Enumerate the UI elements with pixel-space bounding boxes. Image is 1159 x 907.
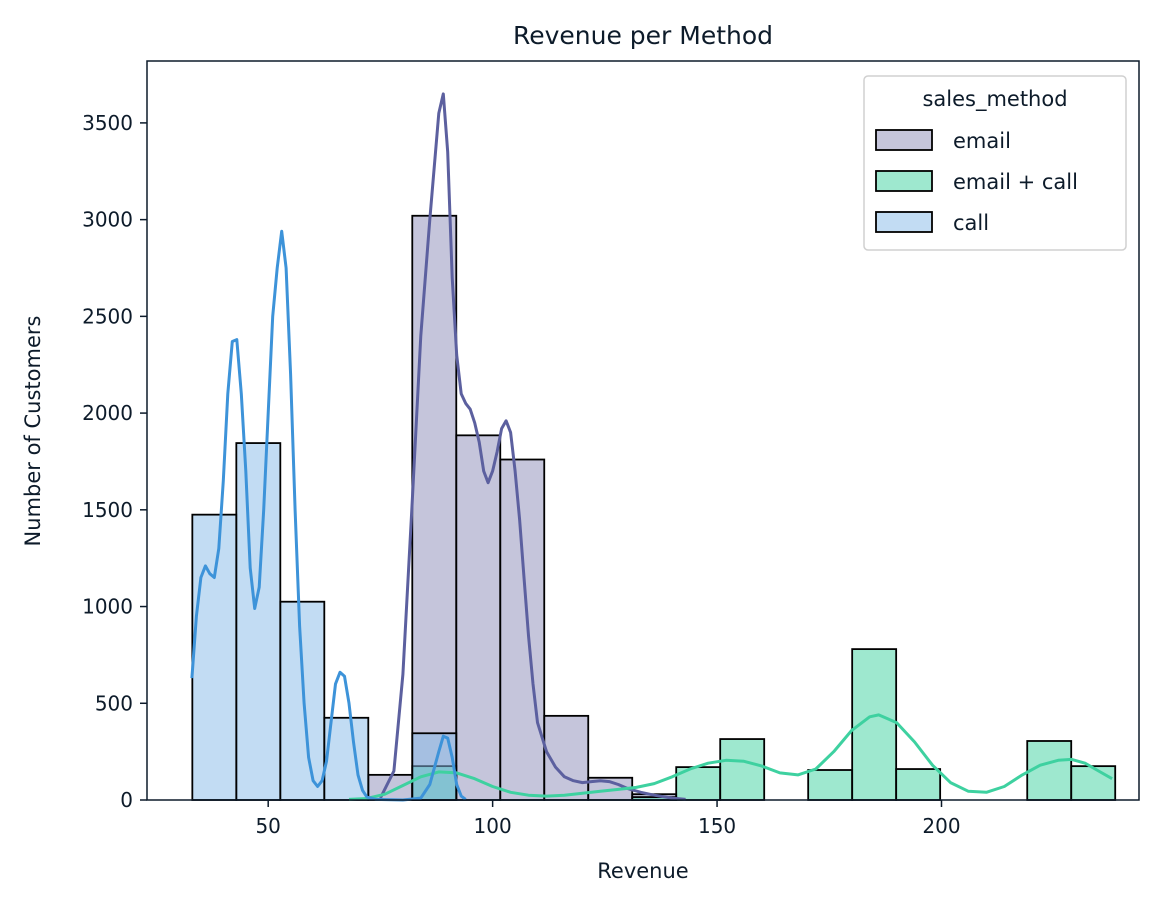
y-tick-label-1500: 1500 <box>82 498 133 522</box>
bar-call-2 <box>279 600 326 801</box>
y-tick-label-3000: 3000 <box>82 208 133 232</box>
bar-email-1 <box>411 214 458 801</box>
legend-label-email-call: email + call <box>953 170 1078 194</box>
bar-email-3 <box>499 458 546 801</box>
kde-line-email <box>379 92 686 801</box>
y-tick-label-500: 500 <box>95 691 133 715</box>
plot-frame <box>146 60 1140 801</box>
legend-swatch-email-call <box>875 170 933 192</box>
y-axis: 0 500 1000 1500 2000 2500 3000 3500 <box>82 111 147 812</box>
legend-swatch-call <box>875 211 933 233</box>
x-axis: 50 100 150 200 <box>255 800 961 838</box>
y-tick-label-3500: 3500 <box>82 111 133 135</box>
x-axis-label: Revenue <box>597 859 688 883</box>
kde-layer <box>190 92 1113 802</box>
x-tick-label-150: 150 <box>698 814 736 838</box>
y-tick-label-0: 0 <box>120 788 133 812</box>
bar-call-1 <box>235 442 282 801</box>
bar-email-call-6 <box>895 768 942 801</box>
y-tick-label-2500: 2500 <box>82 304 133 328</box>
legend-entries: email email + call call <box>875 129 1078 235</box>
bar-email-call-4 <box>807 769 854 801</box>
legend-label-call: call <box>953 211 989 235</box>
x-tick-label-100: 100 <box>474 814 512 838</box>
legend-label-email: email <box>953 129 1011 153</box>
bar-email-call-7 <box>1026 740 1073 801</box>
bar-email-2 <box>455 434 502 801</box>
kde-line-call <box>190 229 467 802</box>
bar-email-call-3 <box>719 738 766 801</box>
kde-line-email-call <box>348 713 1113 801</box>
x-tick-label-200: 200 <box>922 814 960 838</box>
legend-title: sales_method <box>922 87 1067 112</box>
legend: sales_method email email + call call <box>863 75 1127 251</box>
legend-box <box>863 75 1127 251</box>
x-tick-label-50: 50 <box>255 814 280 838</box>
bar-call-0 <box>191 513 238 801</box>
chart-title: Revenue per Method <box>513 21 773 50</box>
bar-email-call-8 <box>1070 765 1117 801</box>
legend-swatch-email <box>875 129 933 151</box>
y-axis-label: Number of Customers <box>21 316 45 547</box>
y-tick-label-2000: 2000 <box>82 401 133 425</box>
y-tick-label-1000: 1000 <box>82 595 133 619</box>
